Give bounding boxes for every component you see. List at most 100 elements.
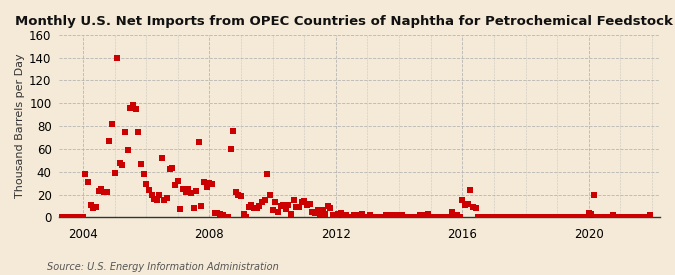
Point xyxy=(167,166,178,170)
Point xyxy=(637,215,647,219)
Point xyxy=(212,211,223,215)
Point xyxy=(143,188,154,192)
Point xyxy=(61,215,72,219)
Point xyxy=(562,215,573,219)
Point xyxy=(93,189,104,193)
Point xyxy=(510,215,520,219)
Point xyxy=(277,203,288,207)
Point xyxy=(452,213,462,217)
Point xyxy=(54,215,65,219)
Point xyxy=(146,192,157,197)
Point xyxy=(328,213,339,217)
Point xyxy=(483,215,494,219)
Point xyxy=(128,103,138,108)
Point xyxy=(512,215,523,219)
Point xyxy=(436,215,447,219)
Point xyxy=(581,215,592,219)
Point xyxy=(338,213,349,217)
Point xyxy=(381,213,392,217)
Point xyxy=(107,122,117,126)
Point xyxy=(370,215,381,219)
Point xyxy=(194,140,205,144)
Point xyxy=(396,213,407,217)
Point xyxy=(275,204,286,208)
Point xyxy=(465,188,476,192)
Point xyxy=(520,215,531,219)
Point xyxy=(608,213,618,217)
Point xyxy=(320,212,331,216)
Point xyxy=(605,215,616,219)
Point xyxy=(554,215,565,219)
Point xyxy=(233,192,244,197)
Point xyxy=(410,215,421,219)
Point xyxy=(560,215,570,219)
Point xyxy=(570,215,581,219)
Point xyxy=(67,215,78,219)
Point xyxy=(539,215,549,219)
Point xyxy=(141,182,152,186)
Point xyxy=(241,215,252,219)
Point xyxy=(578,215,589,219)
Point xyxy=(583,211,594,215)
Point xyxy=(594,215,605,219)
Point xyxy=(373,215,383,219)
Point xyxy=(283,203,294,207)
Point xyxy=(586,212,597,216)
Point xyxy=(478,215,489,219)
Point xyxy=(312,208,323,213)
Point xyxy=(460,203,470,207)
Point xyxy=(392,213,402,217)
Point xyxy=(399,215,410,219)
Point xyxy=(111,55,122,60)
Point xyxy=(104,139,115,143)
Point xyxy=(165,167,176,172)
Point xyxy=(497,215,508,219)
Point xyxy=(217,213,228,217)
Point xyxy=(402,215,412,219)
Point xyxy=(101,190,112,194)
Point xyxy=(133,130,144,134)
Point xyxy=(209,211,220,215)
Point xyxy=(644,213,655,217)
Point xyxy=(162,196,173,200)
Point xyxy=(623,215,634,219)
Point xyxy=(83,180,94,184)
Point xyxy=(565,215,576,219)
Point xyxy=(325,206,336,210)
Point xyxy=(204,181,215,185)
Point xyxy=(449,215,460,219)
Point xyxy=(454,215,465,219)
Point xyxy=(333,212,344,216)
Point xyxy=(254,204,265,208)
Point xyxy=(273,210,284,214)
Point xyxy=(620,215,631,219)
Point xyxy=(201,184,212,189)
Point xyxy=(175,207,186,211)
Point xyxy=(423,212,433,216)
Point xyxy=(633,215,644,219)
Point xyxy=(541,215,552,219)
Point xyxy=(301,203,312,207)
Point xyxy=(256,200,267,205)
Point xyxy=(425,215,436,219)
Point xyxy=(356,212,367,216)
Point xyxy=(573,215,584,219)
Point xyxy=(188,206,199,210)
Point xyxy=(198,180,209,184)
Point xyxy=(639,215,649,219)
Point xyxy=(244,205,254,209)
Point xyxy=(388,213,399,217)
Point xyxy=(491,215,502,219)
Point xyxy=(378,215,389,219)
Point xyxy=(481,215,491,219)
Point xyxy=(628,215,639,219)
Point xyxy=(528,215,539,219)
Point xyxy=(138,172,149,176)
Text: Source: U.S. Energy Information Administration: Source: U.S. Energy Information Administ… xyxy=(47,262,279,272)
Point xyxy=(504,215,515,219)
Point xyxy=(294,205,304,209)
Point xyxy=(568,215,578,219)
Point xyxy=(148,197,159,201)
Point xyxy=(610,215,620,219)
Point xyxy=(507,215,518,219)
